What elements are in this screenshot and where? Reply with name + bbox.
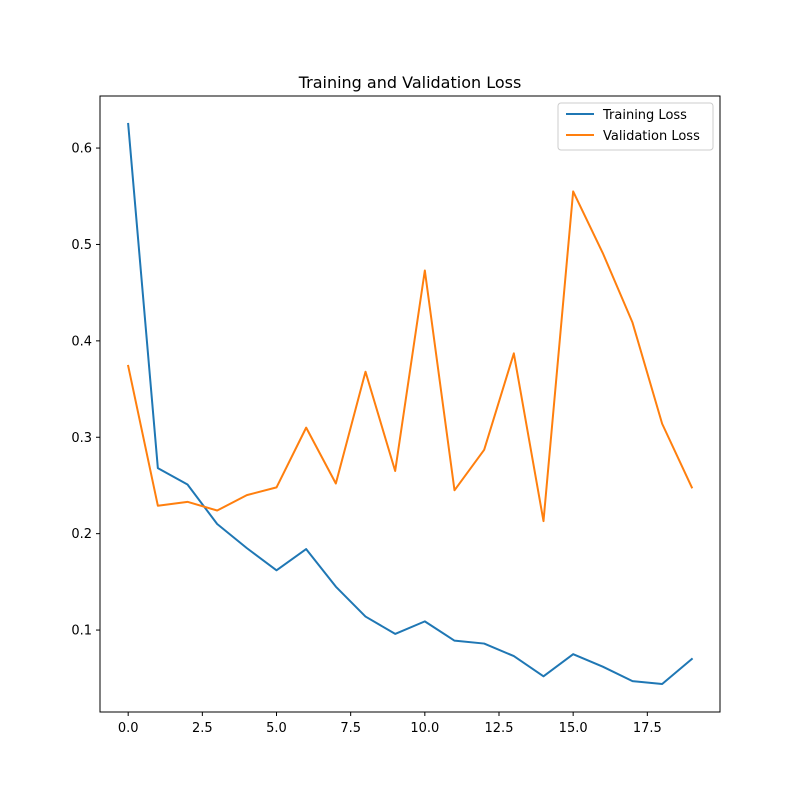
legend-box <box>557 102 714 151</box>
plot-frame <box>99 95 721 713</box>
x-tick-label: 15.0 <box>559 721 588 736</box>
axes-layer <box>99 95 721 713</box>
y-tick-label: 0.6 <box>71 142 92 157</box>
x-tick-label: 2.5 <box>192 721 213 736</box>
x-tick-label: 10.0 <box>410 721 439 736</box>
chart-title: Training and Validation Loss <box>298 73 522 92</box>
x-tick-label: 12.5 <box>485 721 514 736</box>
x-tick-label: 5.0 <box>266 721 287 736</box>
x-axis-ticks: 0.0 2.5 5.0 7.5 10.0 12.5 15.0 17.5 <box>118 712 662 736</box>
x-tick-label: 17.5 <box>633 721 662 736</box>
legend: Training Loss Validation Loss <box>557 102 714 151</box>
y-tick-label: 0.2 <box>71 527 92 542</box>
legend-label-training-loss: Training Loss <box>602 108 687 123</box>
y-tick-label: 0.1 <box>71 624 92 639</box>
series-line-validation-loss <box>126 190 694 523</box>
x-tick-label: 7.5 <box>340 721 361 736</box>
y-axis-ticks: 0.1 0.2 0.3 0.4 0.5 0.6 <box>71 142 100 639</box>
y-tick-label: 0.3 <box>71 431 92 446</box>
y-tick-label: 0.5 <box>71 238 92 253</box>
series-layer <box>126 122 694 686</box>
y-tick-label: 0.4 <box>71 334 92 349</box>
series-line-training-loss <box>127 122 694 686</box>
legend-label-validation-loss: Validation Loss <box>603 129 700 144</box>
x-tick-label: 0.0 <box>118 721 139 736</box>
